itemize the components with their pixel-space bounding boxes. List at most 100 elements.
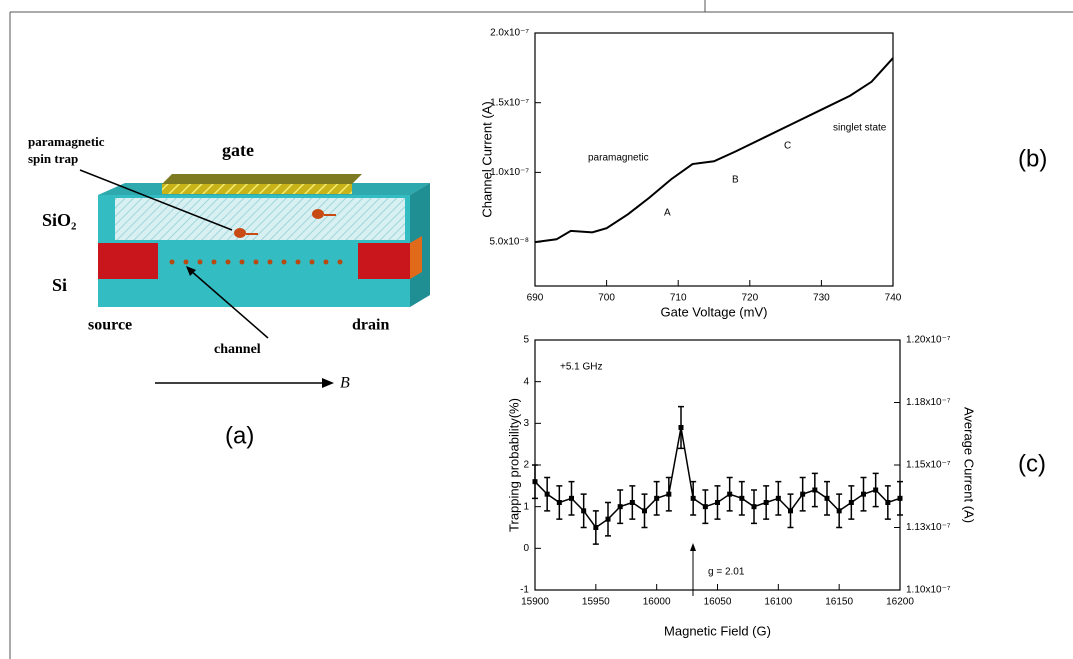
channel-dots — [169, 259, 343, 265]
label: spin trap — [28, 151, 78, 166]
label: B — [340, 375, 350, 392]
oxide-layer — [115, 198, 405, 240]
x-tick-label: 710 — [670, 293, 687, 304]
point — [836, 508, 842, 514]
x-tick-label: 730 — [813, 293, 830, 304]
point — [702, 504, 708, 510]
x-axis-label: Magnetic Field (G) — [664, 623, 771, 638]
point — [678, 425, 684, 430]
x-tick-label: 16200 — [886, 597, 914, 608]
label: gate — [222, 140, 254, 160]
data-line — [534, 57, 894, 244]
y-tick-label: 1.0x10⁻⁷ — [490, 167, 529, 178]
drain-contact — [358, 243, 410, 279]
y-tick-label: 0 — [523, 543, 529, 554]
spin-trap — [234, 209, 336, 238]
point — [654, 495, 660, 501]
annotation: B — [732, 175, 739, 186]
x-tick-label: 15900 — [521, 597, 549, 608]
y-tick-label: 5.0x10⁻⁸ — [489, 237, 529, 248]
y-tick-label: 5 — [523, 335, 529, 346]
panel-label: (a) — [225, 422, 254, 449]
panel-label: (b) — [1018, 145, 1047, 172]
y-tick-label: 1 — [523, 501, 529, 512]
y2-axis-label: Average Current (A) — [962, 407, 977, 523]
x-tick-label: 720 — [741, 293, 758, 304]
y-tick-label: 2 — [523, 460, 529, 471]
point — [800, 491, 806, 497]
gate-top — [162, 174, 362, 184]
point — [824, 495, 830, 501]
label: SiO₂ — [42, 210, 76, 230]
point — [775, 495, 781, 501]
annotation: A — [664, 208, 671, 219]
point — [690, 495, 696, 501]
point — [593, 525, 599, 530]
y-tick-label: -1 — [520, 585, 529, 596]
label: Si — [52, 275, 67, 295]
x-tick-label: 16050 — [704, 597, 732, 608]
point — [569, 495, 574, 501]
panel-label: (c) — [1018, 450, 1046, 477]
y-tick-label: 4 — [523, 376, 529, 387]
point — [556, 500, 562, 505]
point — [581, 508, 587, 514]
field-arrowhead — [322, 378, 334, 388]
y-tick-label: 3 — [523, 418, 529, 429]
y-tick-label: 2.0x10⁻⁷ — [490, 28, 529, 39]
point — [605, 516, 611, 522]
plot-frame — [534, 32, 894, 287]
point — [642, 508, 647, 514]
x-tick-label: 16150 — [825, 597, 853, 608]
point — [763, 500, 769, 505]
y-tick-label: 1.5x10⁻⁷ — [490, 97, 529, 108]
x-tick-label: 690 — [527, 293, 544, 304]
y2-tick-label: 1.15x10⁻⁷ — [906, 460, 951, 471]
y2-tick-label: 1.18x10⁻⁷ — [906, 397, 951, 408]
label: drain — [352, 317, 389, 334]
point — [897, 495, 903, 501]
point — [629, 500, 635, 505]
drain-side — [410, 236, 422, 279]
y2-tick-label: 1.20x10⁻⁷ — [906, 335, 951, 346]
point — [617, 504, 623, 510]
point — [873, 487, 879, 493]
annotation-arrowhead — [690, 543, 696, 551]
annotation: singlet state — [833, 123, 887, 134]
x-tick-label: 16000 — [643, 597, 671, 608]
point — [788, 508, 793, 514]
x-tick-label: 700 — [598, 293, 615, 304]
point — [532, 479, 538, 485]
point — [848, 500, 854, 505]
plot-frame — [534, 339, 901, 591]
y-axis-label: Channel Current (A) — [479, 101, 494, 217]
gate-electrode — [162, 184, 352, 194]
x-axis-label: Gate Voltage (mV) — [661, 304, 768, 319]
y-axis-label: Trapping probability(%) — [506, 398, 521, 532]
x-tick-label: 16100 — [764, 597, 792, 608]
point — [715, 500, 720, 505]
y2-tick-label: 1.10x10⁻⁷ — [906, 585, 951, 596]
point — [885, 500, 891, 505]
source-contact — [98, 243, 158, 279]
annotation: paramagnetic — [588, 153, 649, 164]
y2-tick-label: 1.13x10⁻⁷ — [906, 522, 951, 533]
label: source — [88, 317, 132, 334]
point — [861, 491, 866, 497]
point — [666, 491, 672, 497]
annotation: C — [784, 141, 791, 152]
device-diagram: paramagnetic spin trap gate SiO₂ Si sour… — [28, 134, 430, 449]
point — [812, 487, 818, 493]
point — [727, 491, 733, 497]
trap-pointer — [79, 169, 233, 231]
x-tick-label: 740 — [885, 293, 902, 304]
channel-pointer — [189, 269, 269, 339]
x-tick-label: 15950 — [582, 597, 610, 608]
annotation: +5.1 GHz — [560, 362, 603, 373]
channel-arrowhead — [186, 266, 196, 276]
annotation: g = 2.01 — [708, 567, 745, 578]
point — [544, 491, 550, 497]
point — [751, 504, 757, 510]
label: paramagnetic — [28, 134, 105, 149]
